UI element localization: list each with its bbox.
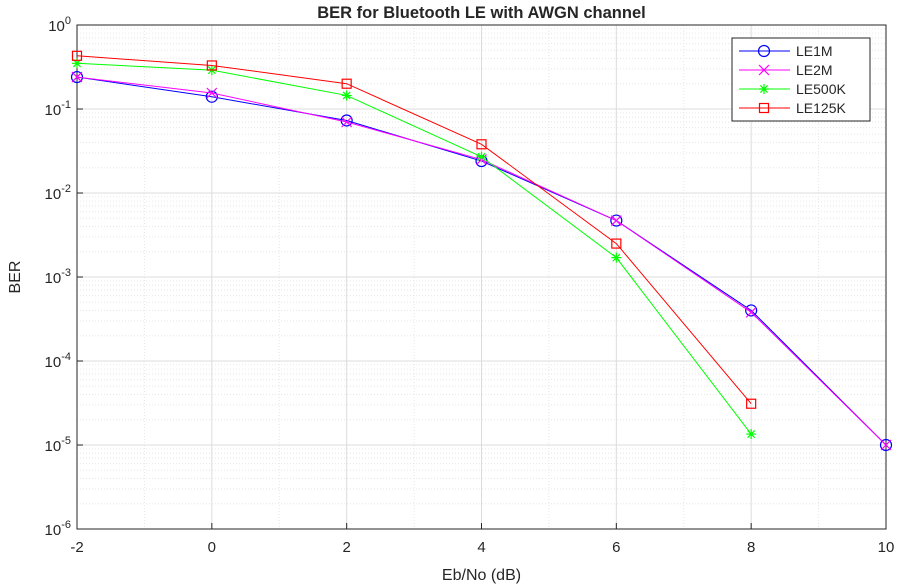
data-point-le500k	[476, 151, 487, 162]
axis-ticks	[76, 24, 887, 530]
y-tick-label: 100	[48, 15, 71, 35]
y-tick-label: 10-2	[45, 183, 71, 203]
y-tick-label: 10-1	[45, 99, 71, 119]
x-axis-label: Eb/No (dB)	[442, 567, 521, 584]
series-group	[70, 50, 893, 452]
legend-marker	[759, 84, 769, 94]
legend-marker	[758, 64, 770, 76]
data-point-le1m	[70, 70, 84, 84]
data-point-le1m	[610, 214, 623, 227]
legend-entry-le125k: LE125K	[739, 100, 846, 116]
legend-marker	[757, 44, 771, 58]
data-point-le125k	[71, 50, 83, 61]
data-point-le2m	[341, 116, 353, 128]
data-point-le2m	[71, 71, 83, 83]
x-tick-label: 8	[747, 539, 755, 556]
y-tick-label: 10-6	[45, 519, 71, 539]
data-point-le2m	[880, 439, 892, 451]
data-point-le500k	[72, 58, 82, 69]
chart-title: BER for Bluetooth LE with AWGN channel	[317, 4, 645, 22]
x-tick-label: 2	[342, 539, 350, 556]
data-point-le2m	[206, 87, 218, 99]
data-point-le2m	[745, 306, 757, 318]
x-tick-label: 6	[612, 539, 620, 556]
legend-entry-le500k: LE500K	[739, 81, 846, 97]
data-point-le1m	[745, 304, 758, 317]
y-tick-labels: 100 10-1 10-2 10-3 10-4 10-5 10-6	[45, 15, 71, 539]
data-point-le125k	[746, 398, 757, 409]
legend-label: LE2M	[796, 62, 833, 78]
legend-box	[731, 37, 871, 122]
data-point-le500k	[611, 252, 622, 263]
data-point-le125k	[341, 78, 352, 89]
data-point-le125k	[206, 60, 217, 71]
x-tick-label: -2	[70, 539, 83, 556]
data-point-le125k	[611, 238, 622, 249]
series-le125k	[71, 50, 757, 409]
legend-label: LE1M	[796, 43, 833, 59]
legend-marker	[758, 102, 770, 114]
data-point-le2m	[610, 215, 622, 226]
y-tick-label: 10-4	[45, 351, 71, 371]
legend-entry-le2m: LE2M	[739, 62, 833, 78]
series-line-le500k	[76, 62, 752, 435]
data-point-le500k	[746, 429, 757, 440]
data-point-le1m	[879, 438, 893, 452]
y-tick-label: 10-3	[45, 267, 71, 287]
legend-label: LE500K	[796, 81, 846, 97]
data-point-le1m	[205, 90, 218, 103]
x-tick-label: 4	[477, 539, 485, 556]
data-point-le125k	[476, 139, 487, 150]
data-point-le500k	[341, 90, 352, 101]
y-axis-label: BER	[7, 261, 24, 294]
legend: LE1M LE2M LE500K LE125K	[731, 37, 871, 122]
series-line-le125k	[76, 55, 752, 405]
x-tick-labels: -2 0 2 4 6 8 10	[70, 539, 894, 556]
legend-label: LE125K	[796, 100, 846, 116]
x-tick-label: 0	[208, 539, 216, 556]
x-tick-label: 10	[878, 539, 895, 556]
legend-entry-le1m: LE1M	[739, 43, 833, 59]
y-tick-label: 10-5	[45, 435, 71, 455]
